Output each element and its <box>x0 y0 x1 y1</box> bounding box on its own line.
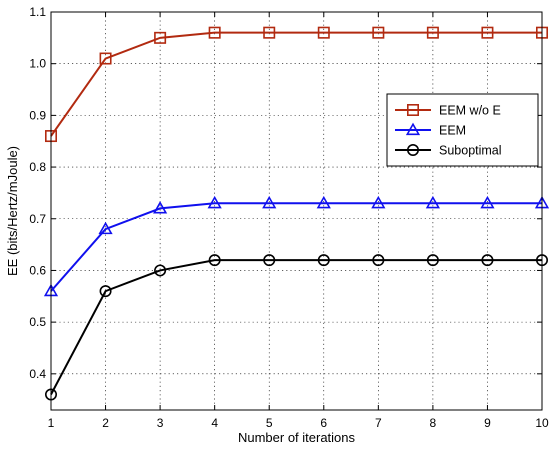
x-tick-label: 10 <box>535 416 549 430</box>
y-tick-label: 0.4 <box>29 367 46 381</box>
series-line <box>50 259 542 395</box>
y-tick-label: 1.0 <box>29 57 46 71</box>
square-marker <box>99 52 112 65</box>
circle-marker <box>426 254 439 267</box>
circle-marker <box>154 264 167 277</box>
y-tick-label: 0.6 <box>29 263 46 277</box>
circle-marker <box>372 254 385 267</box>
legend-item: Suboptimal <box>395 144 502 158</box>
square-marker <box>263 26 276 39</box>
triangle-marker <box>316 195 331 209</box>
triangle-marker <box>98 221 113 235</box>
circle-marker <box>263 254 276 267</box>
square-marker <box>154 31 167 44</box>
x-tick-label: 5 <box>266 416 273 430</box>
triangle-marker <box>153 201 168 214</box>
y-tick-label: 0.9 <box>29 108 46 122</box>
series-line <box>50 202 542 292</box>
circle-marker <box>99 285 112 298</box>
triangle-marker <box>371 195 386 209</box>
square-marker <box>426 26 439 39</box>
series-group <box>43 195 550 297</box>
legend-item: EEM w/o E <box>395 104 501 118</box>
x-axis-title: Number of iterations <box>238 430 356 445</box>
legend-item: EEM <box>395 122 466 138</box>
x-tick-label: 9 <box>484 416 491 430</box>
grid <box>51 12 542 410</box>
triangle-marker <box>480 195 495 209</box>
square-marker <box>406 104 419 117</box>
x-tick-label: 3 <box>157 416 164 430</box>
legend-label: EEM <box>439 124 466 138</box>
legend-label: EEM w/o E <box>439 104 501 118</box>
square-marker <box>481 26 494 39</box>
x-tick-label: 8 <box>430 416 437 430</box>
series <box>43 26 550 401</box>
y-tick-label: 0.5 <box>29 315 46 329</box>
y-tick-label: 0.7 <box>29 212 46 226</box>
plot-frame <box>50 11 543 411</box>
circle-marker <box>317 254 330 267</box>
legend-label: Suboptimal <box>439 144 502 158</box>
square-marker <box>372 26 385 39</box>
x-tick-label: 1 <box>48 416 55 430</box>
series-group <box>44 254 548 401</box>
legend: EEM w/o E EEM Suboptimal <box>386 93 539 167</box>
circle-marker <box>406 144 419 157</box>
series-line <box>50 31 542 137</box>
circle-marker <box>208 254 221 267</box>
x-tick-label: 7 <box>375 416 382 430</box>
y-axis-title: EE (bits/Hertz/mJoule) <box>5 146 20 276</box>
x-tick-labels: 1 2 3 4 5 6 7 8 9 10 <box>48 416 549 430</box>
triangle-marker <box>425 195 440 209</box>
triangle-marker <box>262 195 277 209</box>
x-tick-label: 6 <box>320 416 327 430</box>
square-marker <box>317 26 330 39</box>
triangle-marker <box>207 195 222 209</box>
circle-marker <box>481 254 494 267</box>
triangle-marker <box>405 122 421 136</box>
y-tick-label: 0.8 <box>29 160 46 174</box>
y-tick-labels: 0.4 0.5 0.6 0.7 0.8 0.9 1.0 1.1 <box>29 5 46 381</box>
square-marker <box>208 26 221 39</box>
x-tick-label: 4 <box>211 416 218 430</box>
legend-items: EEM w/o E EEM Suboptimal <box>395 104 502 158</box>
y-tick-label: 1.1 <box>29 5 46 19</box>
ticks <box>50 11 543 410</box>
x-tick-label: 2 <box>102 416 109 430</box>
